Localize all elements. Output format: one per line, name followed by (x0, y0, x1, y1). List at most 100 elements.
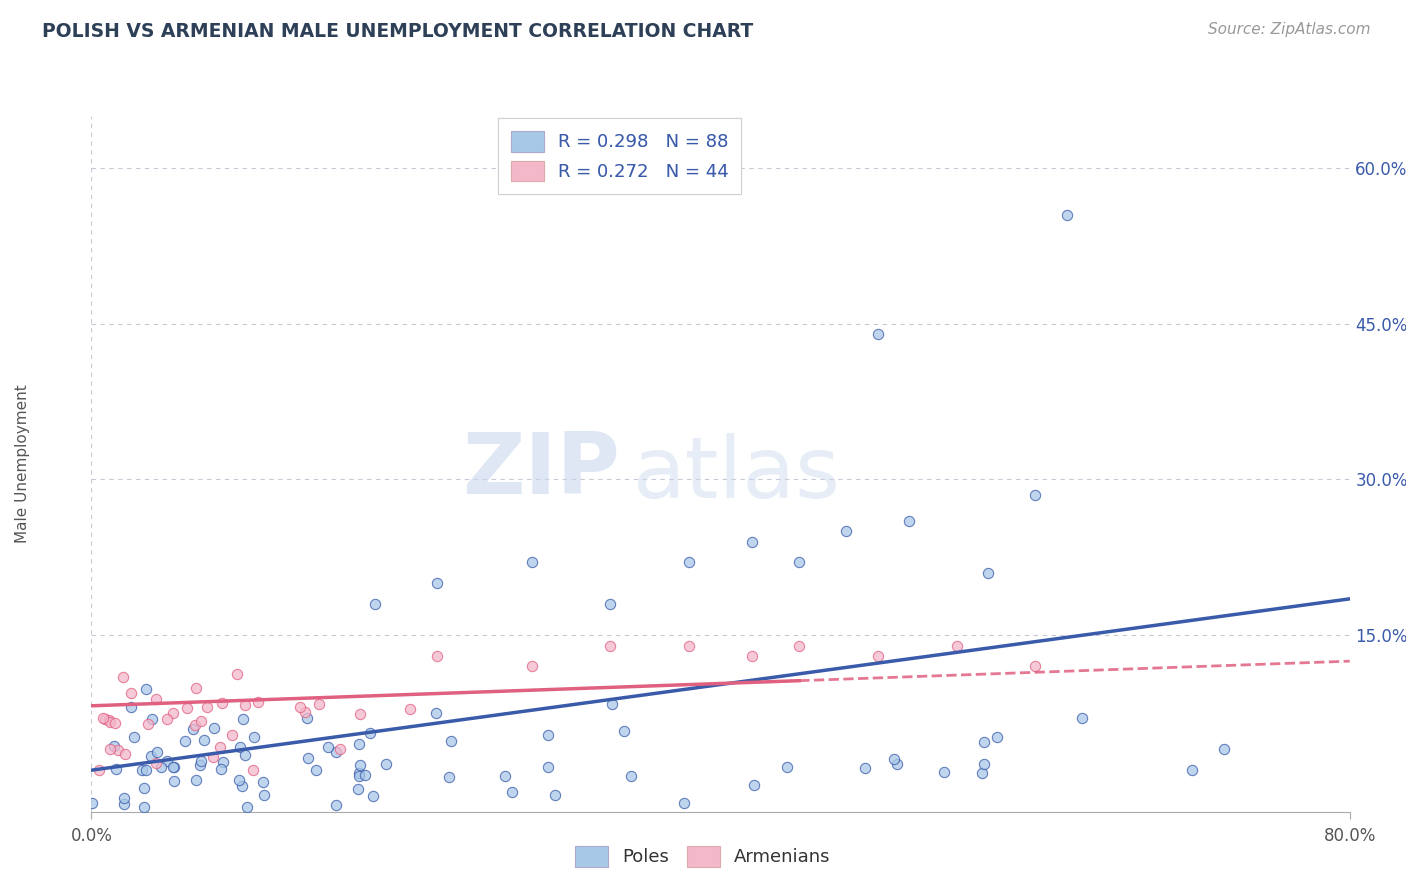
Point (787, 556, 810, 570)
Point (188, 758, 211, 772)
Point (883, 752, 905, 766)
Point (945, 639, 967, 653)
Point (134, 799, 156, 814)
Point (866, 326, 889, 341)
Point (131, 763, 153, 777)
Point (612, 724, 634, 739)
Point (678, 639, 700, 653)
Point (349, 706, 371, 721)
Point (112, 791, 135, 805)
Point (243, 731, 266, 745)
Point (114, 747, 136, 761)
Point (898, 514, 921, 528)
Point (221, 728, 243, 742)
Point (437, 770, 460, 784)
Point (163, 773, 186, 788)
Point (544, 789, 567, 803)
Point (349, 758, 371, 772)
Point (399, 702, 422, 716)
Point (94, 712, 117, 726)
Point (294, 705, 316, 719)
Point (89, 763, 111, 777)
Point (295, 711, 318, 725)
Point (977, 566, 1000, 580)
Point (145, 691, 167, 706)
Point (347, 769, 370, 783)
Point (98, 741, 121, 756)
Point (202, 722, 225, 736)
Legend: R = 0.298   N = 88, R = 0.272   N = 44: R = 0.298 N = 88, R = 0.272 N = 44 (498, 118, 741, 194)
Point (354, 768, 377, 782)
Legend: Poles, Armenians: Poles, Armenians (568, 838, 838, 874)
Point (184, 718, 207, 732)
Point (1056, 208, 1078, 222)
Point (122, 730, 145, 744)
Point (346, 782, 368, 797)
Text: ZIP: ZIP (463, 429, 620, 512)
Point (426, 576, 449, 591)
Point (112, 797, 135, 811)
Point (209, 762, 232, 776)
Point (145, 756, 167, 770)
Point (329, 741, 352, 756)
Point (176, 701, 198, 715)
Point (212, 755, 235, 769)
Point (1212, 742, 1236, 756)
Point (120, 686, 142, 700)
Point (297, 751, 319, 765)
Point (229, 739, 252, 754)
Point (308, 697, 330, 711)
Point (599, 597, 621, 611)
Point (932, 764, 955, 779)
Point (156, 754, 179, 768)
Point (494, 769, 516, 783)
Point (986, 730, 1008, 744)
Point (211, 696, 233, 710)
Point (242, 763, 264, 777)
Point (520, 659, 543, 673)
Point (253, 788, 276, 802)
Point (776, 760, 799, 774)
Point (501, 785, 523, 799)
Point (305, 763, 328, 777)
Point (181, 722, 204, 736)
Point (107, 743, 129, 757)
Point (866, 648, 889, 663)
Point (359, 726, 381, 740)
Point (325, 797, 347, 812)
Point (135, 763, 157, 777)
Point (672, 796, 695, 810)
Point (318, 739, 340, 754)
Point (190, 714, 212, 729)
Point (347, 765, 370, 780)
Point (835, 524, 858, 539)
Point (91, 711, 114, 725)
Point (193, 732, 215, 747)
Point (537, 728, 560, 742)
Point (853, 761, 876, 775)
Point (425, 706, 447, 720)
Point (232, 712, 254, 726)
Point (741, 648, 763, 663)
Point (1024, 488, 1046, 502)
Point (599, 639, 621, 653)
Point (520, 556, 543, 570)
Point (190, 755, 212, 769)
Point (184, 772, 207, 787)
Point (97, 713, 120, 727)
Point (228, 772, 250, 787)
Point (233, 698, 256, 713)
Point (787, 639, 810, 653)
Point (620, 769, 643, 783)
Point (973, 735, 995, 749)
Point (361, 789, 384, 804)
Point (149, 760, 172, 774)
Point (174, 734, 197, 748)
Point (363, 597, 385, 611)
Point (139, 749, 162, 764)
Point (146, 745, 169, 759)
Point (156, 712, 179, 726)
Point (141, 712, 163, 726)
Point (226, 667, 249, 681)
Point (440, 734, 463, 748)
